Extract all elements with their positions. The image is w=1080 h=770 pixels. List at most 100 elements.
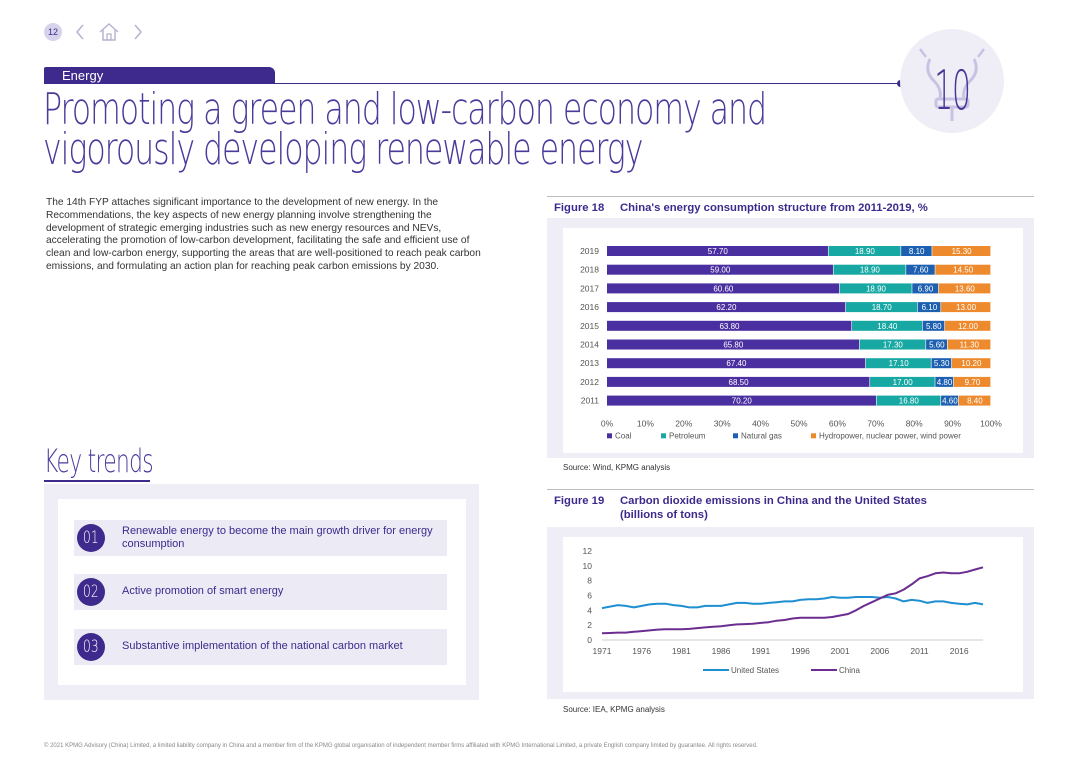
bar-data-label: 6.90 [918, 284, 934, 293]
series-line [601, 596, 984, 610]
bar-segment [607, 376, 870, 387]
bar-data-label: 15.30 [952, 247, 973, 256]
energy-plug-icon [919, 48, 985, 121]
bar-data-label: 67.40 [726, 359, 747, 368]
bar-data-label: 60.60 [713, 284, 734, 293]
key-trend-text: Active promotion of smart energy [122, 585, 284, 598]
y-tick-label: 2 [587, 620, 592, 630]
bar-data-label: 8.40 [967, 397, 983, 406]
bar-segment [859, 339, 926, 350]
bar-data-label: 17.10 [889, 359, 910, 368]
chapter-number: 10 [934, 59, 971, 122]
figure-19-title: Figure 19 Carbon dioxide emissions in Chi… [554, 494, 927, 522]
x-tick-label: 100% [980, 418, 1002, 428]
key-trend-item: 01 Renewable energy to become the main g… [74, 520, 447, 556]
legend-label: Coal [615, 431, 632, 440]
x-tick-label: 70% [867, 418, 884, 428]
bar-category-label: 2014 [580, 340, 599, 350]
bar-data-label: 8.10 [909, 247, 925, 256]
legend-label: Natural gas [741, 431, 782, 440]
figure-18-label: Figure 18 [554, 202, 605, 214]
legend-swatch [733, 433, 738, 439]
x-tick-label: 50% [790, 418, 807, 428]
top-navigation: 12 [44, 22, 144, 42]
bar-segment [607, 283, 840, 294]
bar-segment [607, 339, 860, 350]
bar-data-label: 7.60 [913, 266, 929, 275]
bar-data-label: 13.00 [956, 303, 977, 312]
co2-emissions-chart: 0 2 4 6 8 10 12 1971 1976 1981 1986 1991 1996 2001 200… [583, 546, 984, 675]
figure-19-title-line-1: Carbon dioxide emissions in China and th… [620, 495, 927, 507]
x-tick-label: 1996 [791, 646, 810, 656]
bar-segment [851, 320, 923, 331]
bar-segment [932, 246, 991, 256]
bar-segment [828, 246, 901, 256]
figure-18-title: Figure 18 China's energy consumption stru… [554, 201, 928, 215]
bar-data-label: 18.90 [860, 266, 881, 275]
x-tick-label: 30% [714, 418, 731, 428]
bar-segment [917, 302, 941, 313]
bar-data-label: 70.20 [732, 397, 753, 406]
chevron-left-icon[interactable] [74, 23, 86, 41]
bar-segment [958, 395, 991, 406]
chevron-right-icon[interactable] [132, 23, 144, 41]
y-tick-label: 0 [587, 635, 592, 645]
section-divider [44, 83, 902, 84]
key-trend-number: 03 [77, 633, 105, 661]
series-line [601, 566, 984, 635]
x-tick-label: 60% [829, 418, 846, 428]
bar-data-label: 18.90 [855, 247, 876, 256]
legend-label: China [839, 666, 860, 675]
page-title-line-1: Promoting a green and low-carbon economy… [43, 84, 767, 135]
y-tick-label: 10 [583, 561, 593, 571]
bar-data-label: 57.70 [708, 247, 729, 256]
bar-segment [833, 264, 906, 275]
key-trend-item: 03 Substantive implementation of the nat… [74, 629, 447, 665]
bar-segment [870, 376, 935, 387]
y-tick-label: 12 [583, 546, 593, 556]
bar-category-label: 2012 [580, 377, 599, 387]
bar-segment [865, 358, 931, 369]
bar-data-label: 18.40 [877, 322, 898, 331]
bar-category-label: 2019 [580, 246, 599, 256]
x-tick-label: 20% [675, 418, 692, 428]
page-number-badge: 12 [44, 23, 62, 41]
intro-paragraph: The 14th FYP attaches significant import… [46, 197, 481, 272]
bar-data-label: 6.10 [922, 303, 938, 312]
bar-segment [944, 320, 991, 331]
bar-data-label: 4.60 [942, 397, 958, 406]
x-tick-label: 1986 [712, 646, 731, 656]
legend-swatch [811, 433, 816, 439]
x-tick-label: 1991 [751, 646, 770, 656]
bar-data-label: 68.50 [729, 378, 750, 387]
legend-label: Hydropower, nuclear power, wind power [819, 431, 961, 440]
bar-category-label: 2017 [580, 283, 599, 293]
x-tick-label: 80% [906, 418, 923, 428]
home-icon[interactable] [98, 22, 120, 42]
bar-segment [906, 264, 935, 275]
bar-data-label: 18.70 [872, 303, 893, 312]
x-tick-label: 2016 [950, 646, 969, 656]
figure-19-chart-area: 0 2 4 6 8 10 12 1971 1976 1981 1986 1991 1996 2001 200… [563, 537, 1023, 692]
bar-data-label: 65.80 [723, 341, 744, 350]
bar-segment [607, 302, 846, 313]
bar-segment [953, 376, 991, 387]
chapter-badge: 10 [900, 29, 1004, 133]
figure-18-title-text: China's energy consumption structure fro… [620, 202, 928, 214]
x-tick-label: 90% [944, 418, 961, 428]
bar-category-label: 2015 [580, 321, 599, 331]
bar-data-label: 11.30 [960, 341, 980, 350]
figure-18-source: Source: Wind, KPMG analysis [563, 463, 671, 472]
x-tick-label: 1971 [593, 646, 612, 656]
figure-19-rule [547, 489, 1034, 490]
bar-data-label: 5.60 [929, 341, 945, 350]
bar-segment [951, 358, 991, 369]
bar-data-label: 4.80 [937, 378, 953, 387]
bar-data-label: 59.00 [710, 266, 731, 275]
bar-category-label: 2013 [580, 358, 599, 368]
bar-category-label: 2018 [580, 265, 599, 275]
y-tick-label: 4 [587, 605, 592, 615]
page-title-line-2: vigorously developing renewable energy [43, 124, 643, 175]
bar-segment [607, 358, 866, 369]
figure-18-rule [547, 196, 1034, 197]
